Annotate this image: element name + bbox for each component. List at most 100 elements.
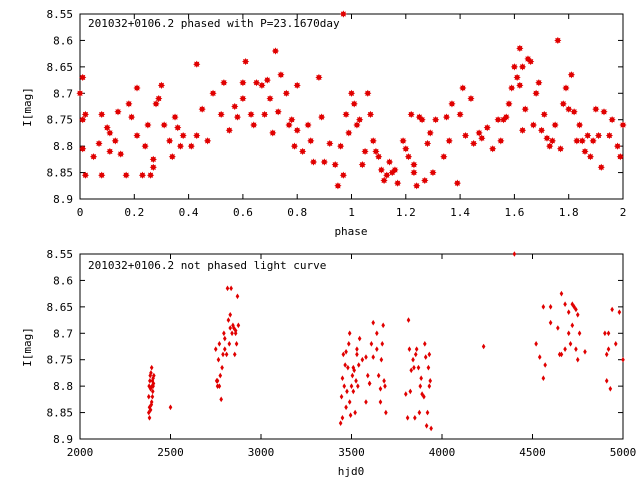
unphased-data-point xyxy=(230,330,234,337)
phased-data-point xyxy=(418,116,426,124)
unphased-data-point xyxy=(376,372,381,379)
unphased-data-point xyxy=(148,372,153,379)
unphased-data-point xyxy=(152,372,156,379)
unphased-data-point xyxy=(424,422,429,429)
unphased-data-point xyxy=(534,341,538,347)
unphased-data-point xyxy=(570,322,575,329)
phased-data-point xyxy=(326,139,334,148)
phased-data-point xyxy=(217,110,225,119)
unphased-data-point xyxy=(236,322,241,329)
unphased-data-point xyxy=(228,311,233,318)
unphased-data-point xyxy=(371,319,376,326)
phased-plot-frame xyxy=(79,13,624,200)
unphased-y-tick-label: 8.55 xyxy=(47,248,74,261)
phased-data-point xyxy=(562,84,570,92)
phased-data-point xyxy=(475,129,483,137)
unphased-data-point xyxy=(548,319,553,326)
phased-data-point xyxy=(250,121,258,129)
unphased-data-point xyxy=(345,388,349,395)
phased-data-point xyxy=(478,134,486,142)
phased-data-point xyxy=(269,129,277,137)
phased-data-point xyxy=(309,158,318,166)
unphased-y-tick-label: 8.65 xyxy=(47,301,74,314)
phased-data-point xyxy=(231,102,239,111)
phased-data-point xyxy=(619,121,627,129)
phased-x-axis-label: phase xyxy=(334,225,367,238)
phased-data-point xyxy=(141,142,149,150)
unphased-data-point xyxy=(427,351,432,358)
unphased-x-ticks: 2000 2500 3000 3500 4000 4500 5000 xyxy=(67,254,636,459)
phased-data-point xyxy=(597,163,605,171)
phased-data-point xyxy=(385,158,394,166)
phased-data-point xyxy=(81,110,90,119)
unphased-data-point xyxy=(406,317,411,323)
phased-data-point xyxy=(423,139,432,148)
phased-data-point xyxy=(179,131,187,140)
phased-data-point xyxy=(176,142,185,150)
unphased-data-point xyxy=(346,341,351,347)
phased-x-tick-label: 0.4 xyxy=(179,206,199,219)
phased-data-point xyxy=(193,131,201,140)
phased-data-point xyxy=(315,73,323,82)
phased-data-point xyxy=(556,145,565,153)
unphased-data-point xyxy=(371,354,376,360)
unphased-data-point xyxy=(146,393,151,400)
phased-data-point xyxy=(594,131,603,140)
phased-data-point xyxy=(157,81,166,89)
unphased-data-point xyxy=(413,415,417,421)
unphased-data-point xyxy=(367,380,372,387)
unphased-data-point xyxy=(235,293,240,300)
unphased-data-point xyxy=(365,372,370,379)
phased-data-point xyxy=(559,100,567,108)
phased-y-tick-label: 8.65 xyxy=(47,61,74,74)
unphased-data-point xyxy=(224,351,229,358)
unphased-data-point xyxy=(378,399,383,405)
phased-x-tick-label: 1.8 xyxy=(559,206,579,219)
unphased-data-point xyxy=(423,354,428,360)
phased-data-point xyxy=(79,116,87,124)
unphased-data-point xyxy=(383,383,387,389)
unphased-data-point xyxy=(610,306,614,313)
phased-y-ticks: 8.55 8.6 8.65 8.7 8.75 8.8 8.85 8.9 xyxy=(47,8,623,206)
phased-points xyxy=(76,10,627,190)
unphased-y-axis-label: I[mag] xyxy=(21,327,34,367)
unphased-data-point xyxy=(227,341,232,347)
phased-data-point xyxy=(261,110,269,119)
phased-data-point xyxy=(453,179,461,187)
unphased-data-point xyxy=(223,335,227,342)
unphased-data-point xyxy=(577,330,582,337)
unphased-y-tick-label: 8.7 xyxy=(53,327,73,340)
phased-data-point xyxy=(299,147,307,156)
phased-data-point xyxy=(133,131,141,140)
phased-data-point xyxy=(483,124,491,132)
phased-data-point xyxy=(347,89,356,97)
unphased-data-point xyxy=(416,364,421,371)
unphased-data-point xyxy=(409,367,414,374)
phased-data-point xyxy=(358,161,366,169)
unphased-data-point xyxy=(347,330,352,337)
phased-data-point xyxy=(339,10,347,18)
phased-data-point xyxy=(537,126,546,134)
unphased-data-point xyxy=(427,383,432,389)
phased-data-point xyxy=(394,179,402,187)
phased-data-point xyxy=(331,161,339,169)
phased-data-point xyxy=(174,124,182,132)
phased-data-point xyxy=(575,121,584,129)
phased-data-point xyxy=(505,100,513,108)
unphased-data-point xyxy=(557,351,562,358)
phased-data-point xyxy=(616,153,624,161)
phased-data-point xyxy=(413,182,421,190)
phased-data-point xyxy=(288,116,296,124)
unphased-data-point xyxy=(414,346,419,352)
unphased-data-point xyxy=(149,364,154,371)
unphased-data-point xyxy=(355,351,359,358)
unphased-data-point xyxy=(150,388,155,395)
phased-data-point xyxy=(467,94,475,103)
unphased-data-point xyxy=(369,341,374,347)
unphased-data-point xyxy=(566,309,571,315)
phased-data-point xyxy=(95,139,103,148)
unphased-data-point xyxy=(426,364,431,371)
phased-data-point xyxy=(125,100,133,108)
unphased-data-point xyxy=(566,330,571,337)
unphased-x-tick-label: 2000 xyxy=(67,446,94,459)
